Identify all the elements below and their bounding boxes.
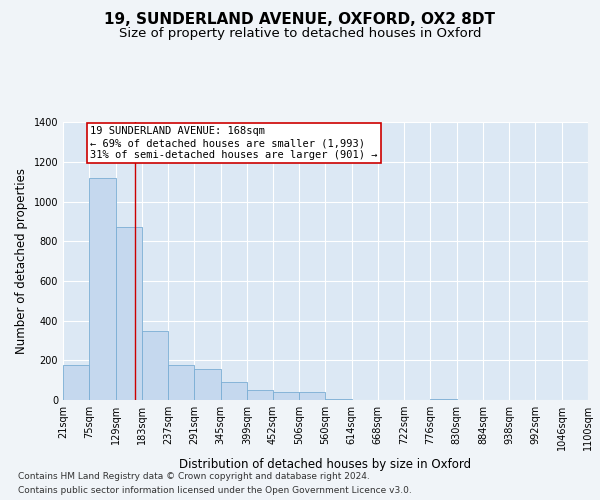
Text: 19 SUNDERLAND AVENUE: 168sqm
← 69% of detached houses are smaller (1,993)
31% of: 19 SUNDERLAND AVENUE: 168sqm ← 69% of de… (90, 126, 378, 160)
Text: Size of property relative to detached houses in Oxford: Size of property relative to detached ho… (119, 28, 481, 40)
Y-axis label: Number of detached properties: Number of detached properties (15, 168, 28, 354)
Bar (221, 382, 247, 400)
Bar (168, 366, 194, 400)
Text: Contains public sector information licensed under the Open Government Licence v3: Contains public sector information licen… (18, 486, 412, 495)
Bar (247, 390, 273, 400)
Bar (194, 370, 221, 400)
Bar (63, 366, 89, 400)
Text: 19, SUNDERLAND AVENUE, OXFORD, OX2 8DT: 19, SUNDERLAND AVENUE, OXFORD, OX2 8DT (104, 12, 496, 28)
Bar (273, 392, 299, 400)
Text: Contains HM Land Registry data © Crown copyright and database right 2024.: Contains HM Land Registry data © Crown c… (18, 472, 370, 481)
Bar (142, 330, 168, 400)
Bar (299, 392, 325, 400)
Bar (116, 226, 142, 400)
Bar (430, 399, 457, 400)
Bar (325, 399, 352, 400)
X-axis label: Distribution of detached houses by size in Oxford: Distribution of detached houses by size … (179, 458, 472, 471)
Bar (89, 178, 116, 400)
